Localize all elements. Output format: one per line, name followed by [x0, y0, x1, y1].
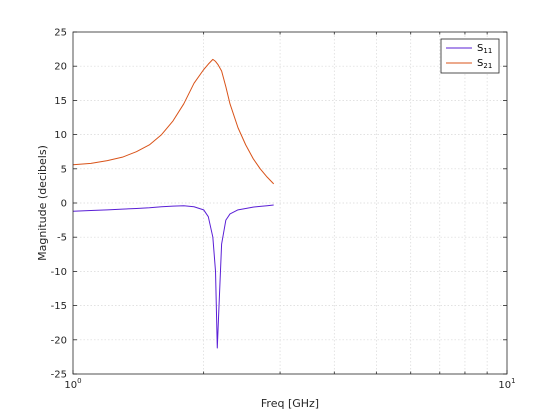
y-tick-label: 25: [54, 28, 67, 39]
y-tick-label: -25: [51, 370, 67, 381]
legend-name-s11: S: [477, 43, 483, 54]
y-tick-label: 10: [54, 130, 67, 141]
x-tick-label: 101: [498, 377, 515, 391]
x-tick-label: 100: [64, 377, 81, 391]
legend-name-s21: S: [477, 58, 483, 69]
y-tick-label: -5: [57, 233, 67, 244]
legend-label-s21: S21: [477, 58, 492, 70]
series-line-s11: [72, 204, 274, 349]
y-axis-label: Magnitude (decibels): [36, 145, 49, 261]
y-tick-label: -10: [51, 267, 67, 278]
y-tick-label: 20: [54, 62, 67, 73]
x-axis-label: Freq [GHz]: [261, 397, 319, 410]
grid: [73, 32, 507, 374]
legend-box: [440, 38, 500, 74]
legend-sub-s21: 21: [483, 62, 492, 70]
y-tick-label: -15: [51, 301, 67, 312]
y-tick-label: 15: [54, 96, 67, 107]
legend-label-s11: S11: [477, 43, 492, 55]
series-layer: [72, 58, 275, 349]
ticks: -25 -20 -15 -10 -5 0 5 10 15 20 25 100 101: [51, 28, 516, 392]
legend-entry-s11: S11: [446, 43, 492, 55]
legend-sub-s11: 11: [483, 47, 492, 55]
series-line-s21: [72, 58, 275, 185]
legend-entry-s21: S21: [446, 58, 492, 70]
y-tick-label: 0: [61, 199, 67, 210]
y-tick-label: -20: [51, 335, 67, 346]
y-tick-label: 5: [61, 164, 67, 175]
legend: S11 S21: [440, 38, 500, 74]
